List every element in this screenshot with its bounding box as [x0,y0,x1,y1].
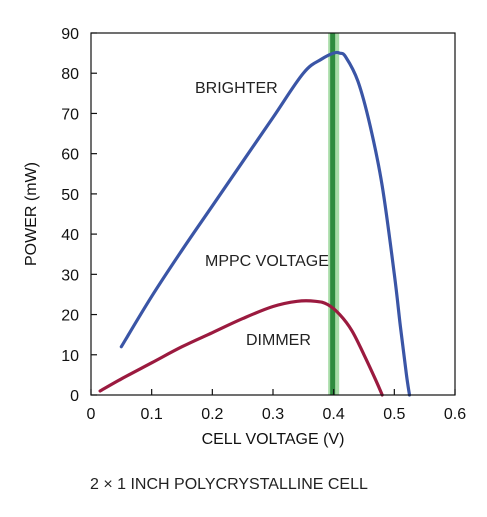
x-tick-label: 0.1 [141,406,163,423]
series-layer [98,50,412,397]
y-tick-layer: 0 10 20 30 40 50 60 70 80 90 [61,26,97,405]
annotation-brighter: BRIGHTER [195,80,278,97]
figure-caption: 2 × 1 INCH POLYCRYSTALLINE CELL [90,476,368,493]
x-tick-label: 0.2 [201,406,223,423]
y-tick-label: 90 [61,26,79,43]
y-tick-label: 0 [70,388,79,405]
series-line-brighter [119,50,412,397]
y-tick-label: 30 [61,267,79,284]
plot-background [91,33,455,395]
y-tick-label: 80 [61,66,79,83]
y-tick-label: 10 [61,348,79,365]
annotation-mppc-voltage: MPPC VOLTAGE [205,253,329,270]
annotation-dimmer: DIMMER [246,332,311,349]
y-axis-title: POWER (mW) [23,162,40,266]
x-tick-layer: 0 0.1 0.2 0.3 0.4 0.5 0.6 [87,389,466,423]
x-axis-title: CELL VOLTAGE (V) [202,431,345,448]
series-line-dimmer [98,299,384,397]
x-tick-label: 0.6 [444,406,466,423]
y-tick-label: 40 [61,227,79,244]
y-tick-label: 20 [61,308,79,325]
x-tick-label: 0 [87,406,96,423]
y-tick-label: 70 [61,106,79,123]
y-tick-label: 50 [61,187,79,204]
x-tick-label: 0.5 [383,406,405,423]
reference-line-layer [328,33,340,395]
y-tick-label: 60 [61,147,79,164]
x-tick-label: 0.4 [323,406,345,423]
x-tick-label: 0.3 [262,406,284,423]
